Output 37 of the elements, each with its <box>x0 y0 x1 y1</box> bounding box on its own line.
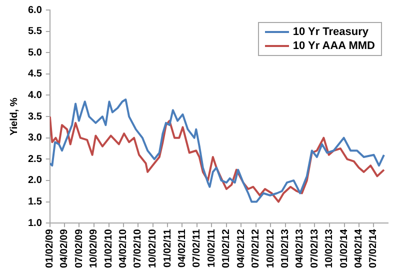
x-tick-label: 07/02/10 <box>132 228 144 268</box>
legend-label: 10 Yr Treasury <box>292 25 369 39</box>
x-tick-label: 07/02/09 <box>74 228 85 268</box>
x-tick-label: 04/02/13 <box>294 228 306 268</box>
y-tick-label: 2.5 <box>28 154 42 165</box>
x-tick-label: 10/02/09 <box>88 228 100 268</box>
x-tick-label: 07/02/12 <box>250 228 262 268</box>
x-tick-label: 10/02/13 <box>324 228 336 268</box>
x-tick-label: 04/02/14 <box>354 228 365 268</box>
x-tick-label: 07/02/11 <box>192 228 203 268</box>
y-tick-label: 5.5 <box>28 26 42 38</box>
legend-label: 10 Yr AAA MMD <box>292 39 375 53</box>
y-tick-label: 4.5 <box>28 68 42 80</box>
x-tick-label: 10/02/10 <box>148 228 159 268</box>
x-tick-label: 01/02/13 <box>280 228 292 268</box>
x-tick-label: 04/02/11 <box>176 228 188 268</box>
x-tick-label: 04/02/09 <box>59 228 70 268</box>
y-tick-label: 3.0 <box>28 132 42 144</box>
y-tick-label: 1.5 <box>28 196 42 208</box>
x-tick-label: 10/02/11 <box>206 228 218 268</box>
x-tick-label: 01/02/09 <box>44 228 56 268</box>
x-tick-label: 01/02/14 <box>339 228 350 268</box>
x-tick-label: 04/02/10 <box>118 228 130 268</box>
x-tick-label: 04/02/12 <box>236 228 247 268</box>
y-tick-label: 6.0 <box>28 4 42 16</box>
y-tick-label: 2.0 <box>28 175 42 186</box>
x-tick-label: 07/02/14 <box>368 228 380 268</box>
y-tick-label: 5.0 <box>28 47 42 58</box>
x-tick-label: 07/02/13 <box>309 228 320 268</box>
x-tick-label: 10/02/12 <box>265 228 276 268</box>
y-tick-label: 3.5 <box>28 111 42 122</box>
x-tick-label: 01/02/11 <box>162 228 174 268</box>
x-tick-label: 01/02/10 <box>104 228 114 268</box>
y-tick-label: 4.0 <box>28 90 42 101</box>
y-tick-label: 1.0 <box>28 218 42 229</box>
x-tick-label: 01/02/12 <box>221 228 232 268</box>
y-axis-title: Yield, % <box>8 97 20 136</box>
